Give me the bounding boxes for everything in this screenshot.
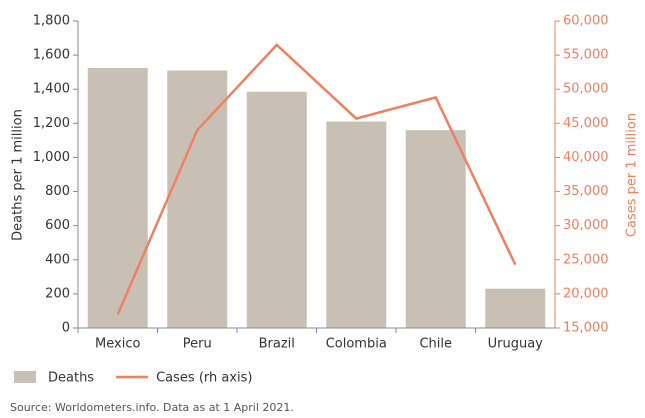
y2-tick-label: 40,000: [563, 150, 609, 165]
bar: [246, 91, 307, 329]
bar: [167, 70, 228, 328]
y-tick-label: 200: [45, 286, 70, 301]
y2-tick-label: 30,000: [563, 218, 609, 233]
y2-tick-label: 60,000: [563, 14, 609, 29]
bar: [87, 67, 148, 329]
bar: [326, 121, 387, 328]
legend-swatch: [14, 371, 36, 383]
line: [116, 43, 517, 315]
y2-tick-label: 35,000: [563, 184, 609, 199]
x-tick-label: Colombia: [326, 337, 387, 352]
x-tick-label: Brazil: [259, 337, 295, 352]
y-tick-label: 1,800: [33, 14, 70, 29]
y2-tick-label: 15,000: [563, 321, 609, 336]
x-tick-label: Mexico: [95, 337, 140, 352]
y-tick-label: 1,000: [33, 150, 70, 165]
x-tick-label: Peru: [183, 337, 212, 352]
y-tick-label: 400: [45, 252, 70, 267]
y-tick-label: 1,600: [33, 48, 70, 63]
y2-tick-label: 25,000: [563, 252, 609, 267]
bar: [485, 288, 546, 328]
y-tick-label: 800: [45, 184, 70, 199]
y2-axis-label: Cases per 1 million: [625, 113, 640, 237]
legend-label: Deaths: [48, 371, 94, 386]
source: Source: Worldometers.info. Data as at 1 …: [10, 401, 294, 414]
y-axis-label: Deaths per 1 million: [11, 109, 26, 241]
x-tick-label: Chile: [419, 337, 452, 352]
y-tick-label: 1,400: [33, 82, 70, 97]
y-tick-label: 600: [45, 218, 70, 233]
bar: [405, 130, 466, 328]
x-tick-label: Uruguay: [488, 337, 544, 352]
y-tick-label: 1,200: [33, 116, 70, 131]
y2-tick-label: 50,000: [563, 82, 609, 97]
y2-tick-label: 45,000: [563, 116, 609, 131]
y-tick-label: 0: [62, 321, 70, 336]
y2-tick-label: 20,000: [563, 286, 609, 301]
legend-label: Cases (rh axis): [156, 371, 252, 386]
y2-tick-label: 55,000: [563, 48, 609, 63]
